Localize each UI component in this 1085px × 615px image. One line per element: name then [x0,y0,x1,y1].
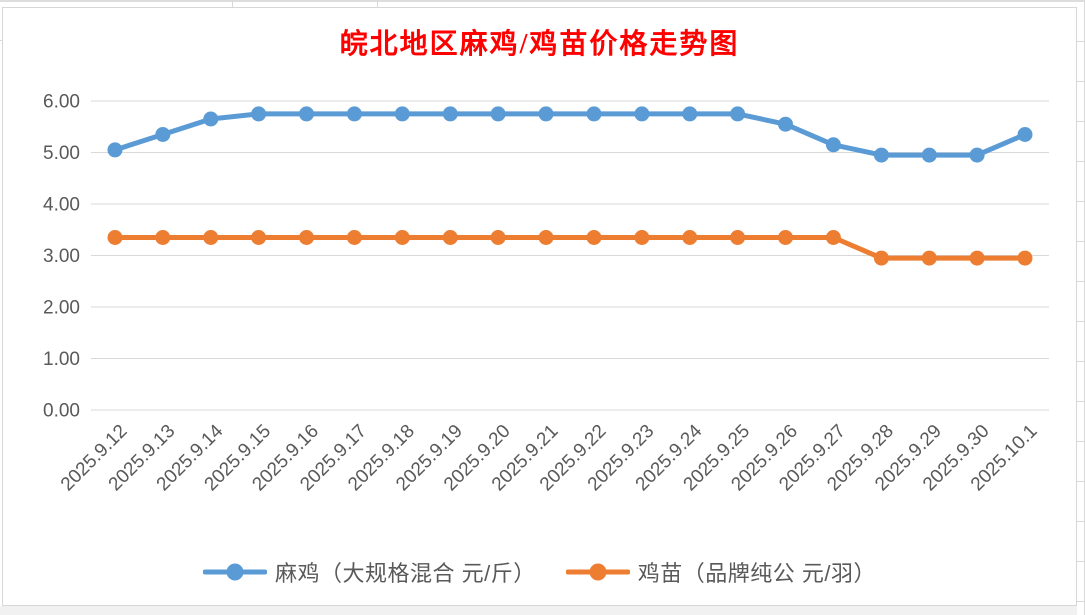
chart-title: 皖北地区麻鸡/鸡苗价格走势图 [339,29,740,60]
legend-line-dot-icon [203,563,268,581]
sheet-column-gridline-stub [232,0,233,8]
sheet-row-gridline-stub [0,40,2,41]
legend-item-machicken[interactable]: 麻鸡（大规格混合 元/斤） [203,556,536,588]
legend-line-dot-icon [565,563,630,581]
sheet-top-gridline [0,0,1085,2]
sheet-bottom-strip [0,606,1077,615]
sheet-column-gridline-stub [377,0,378,8]
legend-label-machicken: 麻鸡（大规格混合 元/斤） [275,561,536,586]
sheet-right-strip [1077,2,1085,615]
chart-legend: 麻鸡（大规格混合 元/斤） 鸡苗（品牌纯公 元/羽） [2,552,1077,592]
legend-item-chick[interactable]: 鸡苗（品牌纯公 元/羽） [565,556,876,588]
chart-object[interactable] [2,7,1077,606]
legend-label-chick: 鸡苗（品牌纯公 元/羽） [637,561,876,586]
